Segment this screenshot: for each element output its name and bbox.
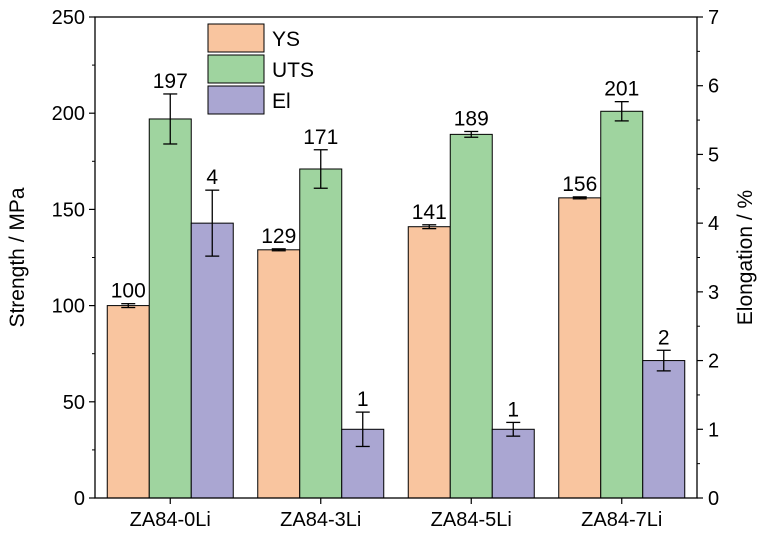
data-label-uts-za84-3li: 171 [303, 126, 338, 149]
bar-ys-za84-5li [407, 226, 451, 499]
data-label-el-za84-0li: 4 [206, 166, 218, 189]
error-bar-el-za84-3li [355, 411, 370, 448]
y-tick-label-left: 100 [52, 296, 85, 318]
bar-uts-za84-5li [449, 133, 493, 499]
error-bar-uts-za84-3li [313, 149, 328, 189]
legend-swatch [207, 85, 265, 115]
data-label-ys-za84-0li: 100 [111, 280, 146, 303]
data-label-ys-za84-3li: 129 [261, 225, 296, 248]
x-tick-label: ZA84-0Li [130, 509, 211, 531]
legend-label: El [272, 90, 291, 113]
data-label-uts-za84-7li: 201 [604, 78, 639, 101]
error-bar-ys-za84-0li [121, 303, 136, 309]
error-bar-ys-za84-7li [572, 196, 587, 200]
y-tick-label-left: 50 [63, 392, 85, 414]
legend-item-el: El [207, 85, 291, 115]
legend: YS UTS El [207, 23, 314, 115]
bar-uts-za84-3li [299, 168, 343, 499]
bar-el-za84-5li [491, 428, 535, 499]
error-bar-el-za84-7li [656, 349, 671, 372]
error-bar-ys-za84-3li [271, 248, 286, 252]
bar-ys-za84-3li [257, 249, 301, 499]
error-bars-layer [121, 93, 671, 448]
y-tick-label-right: 2 [708, 351, 719, 373]
data-label-uts-za84-0li: 197 [153, 70, 188, 93]
y-tick-label-right: 5 [708, 144, 719, 166]
data-label-uts-za84-5li: 189 [454, 107, 489, 130]
y-tick-label-right: 0 [708, 488, 719, 510]
legend-item-uts: UTS [207, 54, 314, 84]
error-bar-el-za84-5li [506, 421, 521, 437]
y-tick-label-right: 6 [708, 76, 719, 98]
bar-el-za84-0li [190, 222, 234, 499]
legend-label: YS [272, 28, 300, 51]
data-label-ys-za84-5li: 141 [412, 201, 447, 224]
data-label-el-za84-5li: 1 [507, 398, 519, 421]
y-tick-label-left: 0 [74, 488, 85, 510]
bar-ys-za84-7li [558, 197, 602, 499]
axes-layer: ZA84-0Li ZA84-3Li ZA84-5Li ZA84-7Li05010015… [52, 7, 720, 531]
bars-layer [106, 110, 686, 499]
legend-swatch [207, 23, 265, 53]
error-bar-uts-za84-5li [464, 130, 479, 138]
y-tick-label-left: 200 [52, 103, 85, 125]
error-bar-el-za84-0li [205, 189, 220, 257]
data-label-ys-za84-7li: 156 [562, 173, 597, 196]
data-label-el-za84-3li: 1 [357, 388, 369, 411]
x-tick-label: ZA84-7Li [581, 509, 662, 531]
legend-item-ys: YS [207, 23, 300, 53]
x-tick-label: ZA84-3Li [280, 509, 361, 531]
y-tick-label-right: 4 [708, 213, 719, 235]
legend-label: UTS [272, 59, 314, 82]
y-tick-label-right: 1 [708, 419, 719, 441]
bar-ys-za84-0li [106, 305, 150, 499]
error-bar-uts-za84-7li [614, 101, 629, 122]
bar-uts-za84-7li [600, 110, 644, 499]
error-bar-uts-za84-0li [163, 93, 178, 145]
data-labels-layer: 100 197 4 129 171 1 141 189 1 156 201 2 [111, 70, 670, 421]
error-bar-ys-za84-5li [422, 224, 437, 230]
y-tick-label-left: 250 [52, 7, 85, 29]
bar-uts-za84-0li [148, 118, 192, 499]
y-tick-label-right: 3 [708, 282, 719, 304]
y-tick-label-left: 150 [52, 199, 85, 221]
y-axis-title-left: Strength / MPa [6, 187, 29, 327]
x-tick-label: ZA84-5Li [431, 509, 512, 531]
y-axis-title-right: Elongation / % [734, 190, 757, 325]
y-tick-label-right: 7 [708, 7, 719, 29]
bar-el-za84-7li [642, 360, 686, 499]
legend-swatch [207, 54, 265, 84]
data-label-el-za84-7li: 2 [658, 326, 670, 349]
